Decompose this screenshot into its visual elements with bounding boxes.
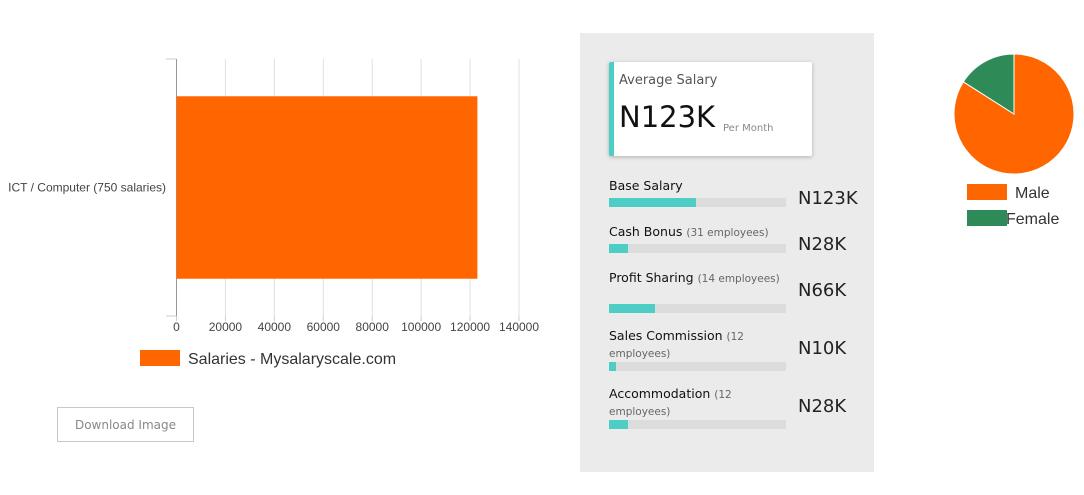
component-bar-track (609, 198, 786, 207)
component-bar-track (609, 244, 786, 253)
bar (176, 96, 478, 279)
component-value: N123K (798, 188, 858, 209)
legend-swatch (967, 184, 1007, 200)
legend-label: Female (1006, 211, 1059, 228)
component-bar-fill (609, 362, 617, 371)
component-value: N66K (798, 280, 847, 301)
component-value: N28K (798, 396, 847, 417)
component-cash-bonus: Cash Bonus (31 employees) N28K (609, 224, 869, 255)
component-value: N28K (798, 234, 847, 255)
component-sales-commission: Sales Commission (12 employees) N10K (609, 328, 869, 371)
component-base-salary: Base Salary N123K (609, 178, 869, 209)
component-bar-track (609, 304, 786, 313)
x-tick-label: 60000 (307, 320, 341, 334)
x-tick-label: 0 (173, 320, 180, 334)
component-bar-fill (609, 244, 629, 253)
legend-swatch (967, 210, 1007, 226)
average-salary-period: Per Month (723, 123, 774, 134)
component-value: N10K (798, 338, 847, 359)
component-label: Base Salary (609, 178, 683, 193)
x-tick-label: 140000 (499, 320, 539, 334)
component-accommodation: Accommodation (12 employees) N28K (609, 386, 869, 429)
legend-swatch (140, 350, 180, 366)
component-bar-fill (609, 198, 696, 207)
component-label: Sales Commission (609, 328, 723, 343)
component-bar-fill (609, 304, 656, 313)
legend-label: Salaries - Mysalaryscale.com (188, 351, 396, 368)
y-category-label: ICT / Computer (750 salaries) (8, 181, 166, 195)
pie-slice (962, 53, 1015, 115)
component-count: (12 employees) (609, 389, 732, 418)
x-tick-label: 120000 (450, 320, 490, 334)
component-label: Cash Bonus (609, 224, 683, 239)
x-tick-label: 80000 (356, 320, 390, 334)
component-count: (14 employees) (697, 273, 780, 285)
salary-breakdown-panel: Average Salary N123K Per Month Base Sala… (580, 33, 874, 472)
average-salary-card: Average Salary N123K Per Month (609, 62, 812, 156)
average-salary-title: Average Salary (619, 73, 718, 88)
legend-label: Male (1015, 185, 1050, 202)
component-label: Profit Sharing (609, 270, 694, 285)
download-image-button[interactable]: Download Image (57, 407, 194, 442)
x-tick-label: 40000 (258, 320, 292, 334)
component-profit-sharing: Profit Sharing (14 employees) N66K (609, 270, 869, 313)
component-count: (12 employees) (609, 331, 744, 360)
x-tick-label: 20000 (209, 320, 243, 334)
component-bar-fill (609, 420, 629, 429)
component-bar-track (609, 420, 786, 429)
component-count: (31 employees) (686, 227, 769, 239)
salary-bar-chart: 0 20000 40000 60000 80000 100000 120000 140000 I… (8, 58, 539, 368)
component-label: Accommodation (609, 386, 711, 401)
component-bar-track (609, 362, 786, 371)
x-tick-label: 100000 (401, 320, 441, 334)
gender-pie-chart: Male Female (953, 53, 1075, 228)
average-salary-value: N123K (619, 100, 716, 134)
